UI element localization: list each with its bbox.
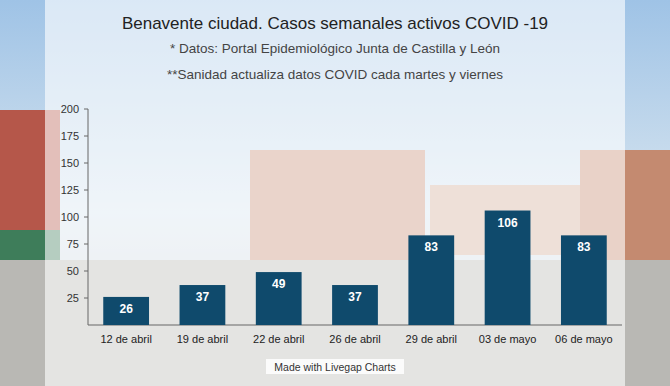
y-tick — [84, 163, 88, 164]
data-label: 83 — [577, 240, 591, 254]
y-tick-label: 100 — [61, 211, 79, 223]
data-label: 83 — [425, 240, 439, 254]
background — [0, 0, 670, 386]
y-tick — [84, 244, 88, 245]
data-label: 37 — [196, 290, 210, 304]
y-tick — [84, 109, 88, 110]
annotation: Made with Livegap Charts — [274, 361, 395, 373]
y-tick — [84, 136, 88, 137]
bar — [256, 272, 302, 325]
x-tick-label: 12 de abril — [100, 333, 151, 345]
title: Benavente ciudad. Casos semanales activo… — [122, 14, 548, 33]
bar — [332, 285, 378, 325]
y-tick-label: 125 — [61, 184, 79, 196]
x-tick-label: 06 de mayo — [555, 333, 612, 345]
y-tick-label: 175 — [61, 130, 79, 142]
x-tick-label: 03 de mayo — [479, 333, 536, 345]
x-tick-label: 19 de abril — [177, 333, 228, 345]
data-label: 49 — [272, 277, 286, 291]
y-tick — [84, 298, 88, 299]
y-tick-label: 25 — [67, 292, 79, 304]
y-tick-label: 50 — [67, 265, 79, 277]
annotation-box — [266, 359, 404, 374]
x-tick-label: 22 de abril — [253, 333, 304, 345]
x-tick-label: 26 de abril — [329, 333, 380, 345]
x-tick-label: 29 de abril — [406, 333, 457, 345]
subtitle: * Datos: Portal Epidemiológico Junta de … — [170, 41, 500, 56]
data-label: 106 — [498, 216, 518, 230]
subtitle: **Sanidad actualiza datos COVID cada mar… — [167, 67, 503, 82]
bar — [103, 297, 149, 325]
bars — [103, 211, 606, 325]
y-tick-label: 150 — [61, 157, 79, 169]
bar — [408, 235, 454, 325]
data-label: 26 — [119, 302, 133, 316]
bar — [485, 211, 531, 325]
data-label: 37 — [348, 290, 362, 304]
y-tick — [84, 271, 88, 272]
overlay-panel — [45, 0, 625, 386]
bar — [180, 285, 226, 325]
y-tick — [84, 190, 88, 191]
y-tick-label: 75 — [67, 238, 79, 250]
chart: Benavente ciudad. Casos semanales activo… — [0, 0, 670, 386]
y-tick-label: 200 — [61, 103, 79, 115]
bar — [561, 235, 607, 325]
y-tick — [84, 217, 88, 218]
